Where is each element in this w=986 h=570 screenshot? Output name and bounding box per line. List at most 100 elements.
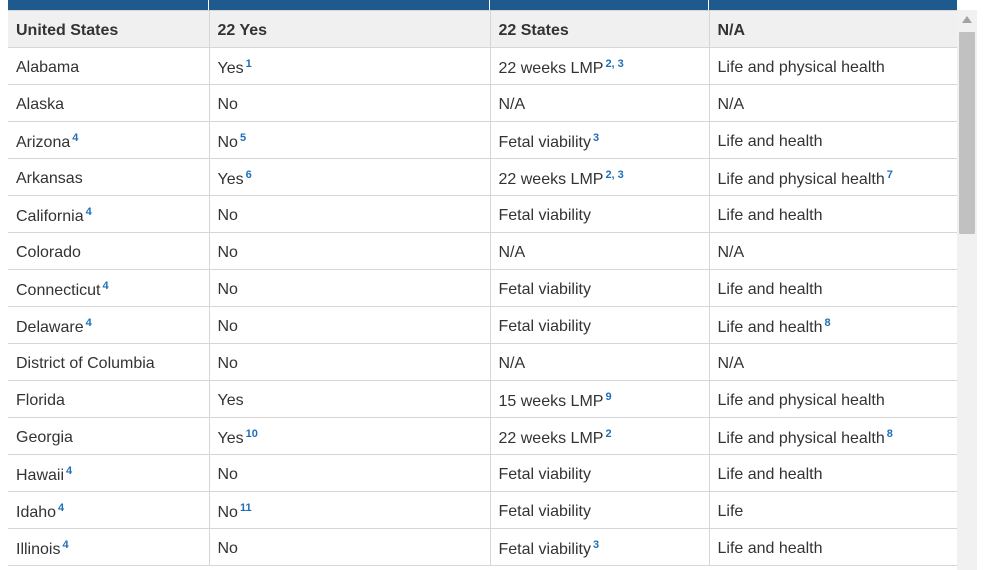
row-limit-text: N/A	[498, 354, 526, 372]
row-ban-cell: Yes 1	[209, 47, 491, 85]
row-state-cell: Connecticut 4	[8, 269, 210, 307]
footnote-link[interactable]: 4	[72, 131, 79, 144]
row-ban-text: No	[217, 243, 238, 261]
footnote-link[interactable]: 2	[605, 427, 612, 440]
row-exception-cell: Life and physical health 7	[709, 158, 957, 196]
footnote-link[interactable]: 4	[102, 279, 109, 292]
row-ban-text: No	[217, 95, 238, 113]
row-ban-text: No	[217, 354, 238, 372]
row-exception-cell: Life and physical health 8	[709, 417, 957, 455]
row-limit-text: N/A	[498, 95, 526, 113]
footnote-link[interactable]: 2, 3	[605, 168, 624, 181]
row-state-cell: Hawaii 4	[8, 454, 210, 492]
row-ban-text: Yes	[217, 429, 244, 447]
row-limit-cell: 22 weeks LMP 2, 3	[490, 158, 710, 196]
footnote-link[interactable]: 8	[824, 316, 831, 329]
footnote-link[interactable]: 11	[239, 501, 252, 514]
row-ban-cell: No	[209, 306, 491, 344]
row-limit-text: Fetal viability	[498, 465, 591, 483]
row-ban-text: No	[217, 503, 238, 521]
row-exception-text: Life	[717, 502, 744, 520]
row-ban-cell: No	[209, 343, 491, 381]
table-row: Connecticut 4 No Fetal viability Life and he…	[8, 269, 957, 307]
row-state-text: Georgia	[16, 428, 73, 446]
row-exception-cell: N/A	[709, 84, 957, 122]
row-exception-text: Life and physical health	[717, 58, 885, 76]
row-state-text: Arizona	[16, 133, 71, 151]
table-row: District of Columbia No N/A N/A	[8, 343, 957, 381]
row-limit-cell: Fetal viability 3	[490, 121, 710, 159]
row-state-cell: District of Columbia	[8, 343, 210, 381]
footnote-link[interactable]: 9	[605, 390, 612, 403]
table-row: Alaska No N/A N/A	[8, 84, 957, 122]
row-exception-text: Life and physical health	[717, 170, 885, 188]
summary-cell-limit: 22 States	[490, 10, 710, 48]
row-state-cell: Idaho 4	[8, 491, 210, 529]
summary-cell-location: United States	[8, 10, 210, 48]
row-exception-cell: Life and health	[709, 195, 957, 233]
row-state-text: Illinois	[16, 540, 61, 558]
footnote-link[interactable]: 4	[85, 316, 92, 329]
row-limit-cell: Fetal viability	[490, 195, 710, 233]
row-limit-cell: 15 weeks LMP 9	[490, 380, 710, 418]
footnote-link[interactable]: 4	[62, 538, 69, 551]
row-state-text: Florida	[16, 391, 65, 409]
table-row: Arizona 4 No 5 Fetal viability 3 Life and heal…	[8, 121, 957, 159]
row-limit-text: 22 weeks LMP	[498, 429, 604, 447]
row-limit-text: Fetal viability	[498, 502, 591, 520]
footnote-link[interactable]: 4	[85, 205, 92, 218]
row-limit-text: N/A	[498, 243, 526, 261]
row-limit-cell: 22 weeks LMP 2, 3	[490, 47, 710, 85]
row-limit-text: 15 weeks LMP	[498, 392, 604, 410]
table-row: Arkansas Yes 6 22 weeks LMP 2, 3 Life and phy…	[8, 158, 957, 196]
row-ban-text: No	[217, 317, 238, 335]
table-row: Delaware 4 No Fetal viability Life and healt…	[8, 306, 957, 344]
row-ban-cell: No	[209, 195, 491, 233]
row-exception-text: Life and health	[717, 280, 823, 298]
row-limit-text: Fetal viability	[498, 317, 591, 335]
footnote-link[interactable]: 6	[245, 168, 252, 181]
row-state-cell: Arkansas	[8, 158, 210, 196]
row-ban-cell: Yes 6	[209, 158, 491, 196]
row-ban-text: Yes	[217, 391, 244, 409]
row-ban-cell: No	[209, 84, 491, 122]
footnote-link[interactable]: 10	[245, 427, 258, 440]
footnote-link[interactable]: 4	[66, 464, 73, 477]
row-state-cell: Alabama	[8, 47, 210, 85]
footnote-link[interactable]: 7	[886, 168, 893, 181]
row-state-text: California	[16, 207, 84, 225]
scrollbar-thumb[interactable]	[959, 32, 975, 234]
table-row: Florida Yes 15 weeks LMP 9 Life and physical…	[8, 380, 957, 418]
footnote-link[interactable]: 3	[592, 131, 600, 144]
footnote-link[interactable]: 3	[592, 538, 600, 551]
row-limit-text: Fetal viability	[498, 133, 591, 151]
footnote-link[interactable]: 1	[245, 57, 252, 70]
row-exception-text: Life and physical health	[717, 391, 885, 409]
footnote-link[interactable]: 8	[886, 427, 893, 440]
row-ban-cell: No 5	[209, 121, 491, 159]
row-ban-cell: No	[209, 269, 491, 307]
row-state-cell: Illinois 4	[8, 528, 210, 566]
row-state-cell: Arizona 4	[8, 121, 210, 159]
vertical-scrollbar[interactable]	[957, 10, 977, 570]
row-limit-cell: Fetal viability 3	[490, 528, 710, 566]
row-state-text: Colorado	[16, 243, 81, 261]
footnote-link[interactable]: 4	[58, 501, 65, 514]
row-limit-cell: N/A	[490, 343, 710, 381]
row-exception-cell: Life and health	[709, 528, 957, 566]
row-state-text: District of Columbia	[16, 354, 155, 372]
footnote-link[interactable]: 5	[239, 131, 247, 144]
row-state-text: Idaho	[16, 503, 57, 521]
row-state-cell: California 4	[8, 195, 210, 233]
row-exception-cell: Life and health	[709, 121, 957, 159]
row-exception-cell: Life	[709, 491, 957, 529]
summary-cell-ban: 22 Yes	[209, 10, 491, 48]
row-state-cell: Delaware 4	[8, 306, 210, 344]
row-exception-text: Life and health	[717, 465, 823, 483]
row-exception-text: Life and health	[717, 539, 823, 557]
row-limit-cell: N/A	[490, 84, 710, 122]
row-limit-text: Fetal viability	[498, 206, 591, 224]
scroll-up-arrow-icon[interactable]	[962, 16, 972, 23]
table-row: California 4 No Fetal viability Life and hea…	[8, 195, 957, 233]
footnote-link[interactable]: 2, 3	[605, 57, 624, 70]
